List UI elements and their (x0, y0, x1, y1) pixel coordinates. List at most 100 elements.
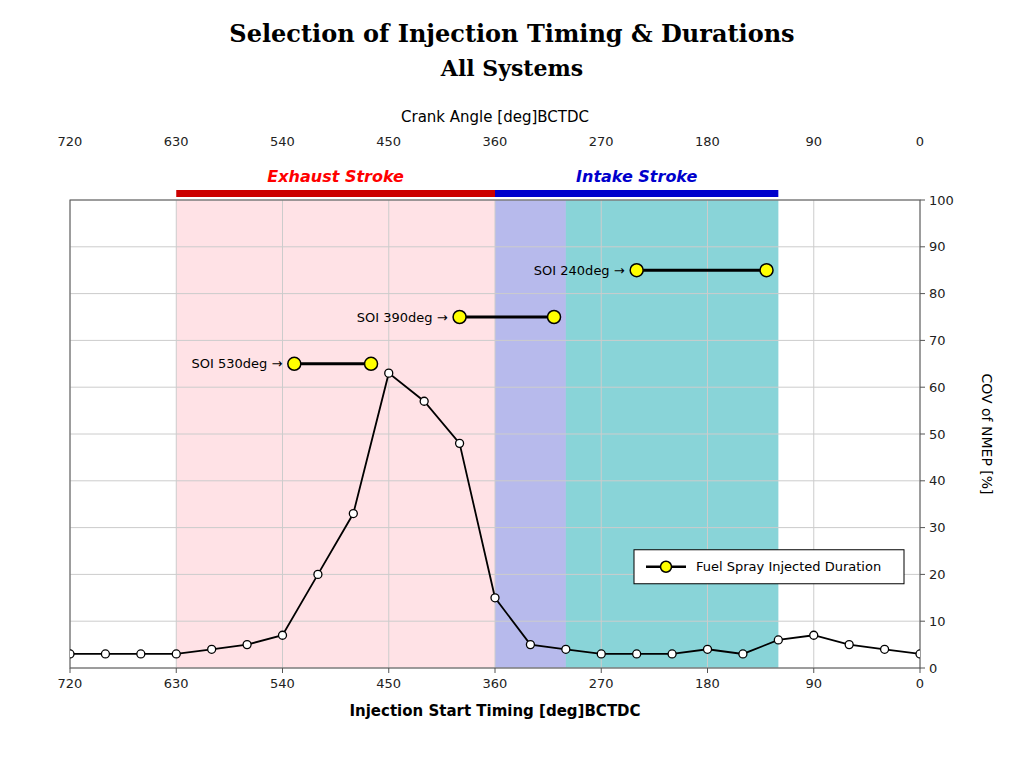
x-top-tick-label: 540 (270, 134, 295, 149)
cov-point (491, 594, 499, 602)
cov-point (456, 439, 464, 447)
cov-point (810, 631, 818, 639)
y-axis-label: COV of NMEP [%] (979, 373, 995, 494)
axes: 7207206306305405404504503603602702701801… (58, 108, 995, 720)
x-tick (70, 668, 71, 673)
cov-point (881, 645, 889, 653)
stroke-bar (176, 190, 495, 197)
x-top-axis-label: Crank Angle [deg]BCTDC (401, 108, 589, 126)
x-axis-label: Injection Start Timing [deg]BCTDC (349, 702, 640, 720)
stroke-label: Intake Stroke (576, 167, 697, 186)
cov-point (597, 650, 605, 658)
x-top-tick-label: 450 (376, 134, 401, 149)
cov-point (739, 650, 747, 658)
chart: Selection of Injection Timing & Duration… (0, 0, 1024, 768)
cov-point (668, 650, 676, 658)
cov-point (562, 645, 570, 653)
cov-point (314, 570, 322, 578)
cov-point (916, 650, 920, 658)
y-tick (920, 480, 925, 481)
duration-line (637, 269, 767, 272)
x-tick (707, 668, 708, 673)
x-tick (282, 668, 283, 673)
x-top-tick-label: 630 (164, 134, 189, 149)
grid-line-y (70, 293, 920, 294)
x-tick-label: 360 (483, 676, 508, 691)
cov-point (633, 650, 641, 658)
x-tick-label: 180 (695, 676, 720, 691)
stroke-bar (495, 190, 778, 197)
x-tick (920, 668, 921, 673)
y-tick (920, 340, 925, 341)
x-tick-label: 270 (589, 676, 614, 691)
x-top-tick-label: 180 (695, 134, 720, 149)
cov-point (243, 641, 251, 649)
y-tick (920, 574, 925, 575)
duration-line (294, 362, 371, 365)
cov-point (101, 650, 109, 658)
stroke-label: Exhaust Stroke (267, 167, 404, 186)
y-tick-label: 50 (929, 427, 946, 442)
duration-label: SOI 390deg → (357, 310, 448, 325)
duration-line (460, 316, 554, 319)
grid-line-y (70, 621, 920, 622)
duration-end (760, 264, 773, 277)
y-tick-label: 0 (929, 661, 937, 676)
duration-label: SOI 530deg → (192, 356, 283, 371)
grid-line-y (70, 434, 920, 435)
duration-label: SOI 240deg → (534, 263, 625, 278)
cov-point (70, 650, 74, 658)
cov-point (845, 641, 853, 649)
plot-frame (70, 200, 920, 668)
legend: Fuel Spray Injected Duration (634, 550, 904, 584)
x-top-tick-label: 270 (589, 134, 614, 149)
y-tick-label: 30 (929, 520, 946, 535)
x-tick (601, 668, 602, 673)
y-tick-label: 10 (929, 614, 946, 629)
x-tick (813, 668, 814, 673)
duration-end (548, 311, 561, 324)
grid-line-y (70, 527, 920, 528)
legend-box (634, 550, 904, 584)
cov-point (774, 636, 782, 644)
cov-point (137, 650, 145, 658)
duration-start (630, 264, 643, 277)
cov-point (172, 650, 180, 658)
cov-line (70, 373, 920, 654)
y-tick-label: 100 (929, 193, 954, 208)
x-tick (388, 668, 389, 673)
grid-line-y (70, 387, 920, 388)
x-tick (495, 668, 496, 673)
stroke-bars: Exhaust Stroke Intake Stroke (176, 167, 778, 197)
grid-line-y (70, 340, 920, 341)
y-tick (920, 668, 925, 669)
legend-marker (661, 561, 672, 572)
y-tick (920, 434, 925, 435)
x-tick (176, 668, 177, 673)
duration-labels: SOI 530deg → SOI 390deg → SOI 240deg → (192, 263, 625, 372)
cov-point (420, 397, 428, 405)
cov-point (279, 631, 287, 639)
y-tick-label: 60 (929, 380, 946, 395)
y-tick (920, 621, 925, 622)
x-tick-label: 540 (270, 676, 295, 691)
grid-line-y (70, 246, 920, 247)
x-tick-label: 450 (376, 676, 401, 691)
y-tick (920, 387, 925, 388)
duration-start (288, 357, 301, 370)
y-tick-label: 70 (929, 333, 946, 348)
x-tick-label: 720 (58, 676, 83, 691)
cov-point (704, 645, 712, 653)
x-top-tick-label: 720 (58, 134, 83, 149)
y-tick-label: 80 (929, 286, 946, 301)
y-tick-label: 20 (929, 567, 946, 582)
data (70, 264, 920, 658)
y-tick (920, 527, 925, 528)
duration-end (365, 357, 378, 370)
y-tick (920, 293, 925, 294)
x-top-tick-label: 0 (916, 134, 924, 149)
duration-start (453, 311, 466, 324)
x-top-tick-label: 360 (483, 134, 508, 149)
x-tick-label: 0 (916, 676, 924, 691)
subtitle: All Systems (440, 55, 583, 81)
